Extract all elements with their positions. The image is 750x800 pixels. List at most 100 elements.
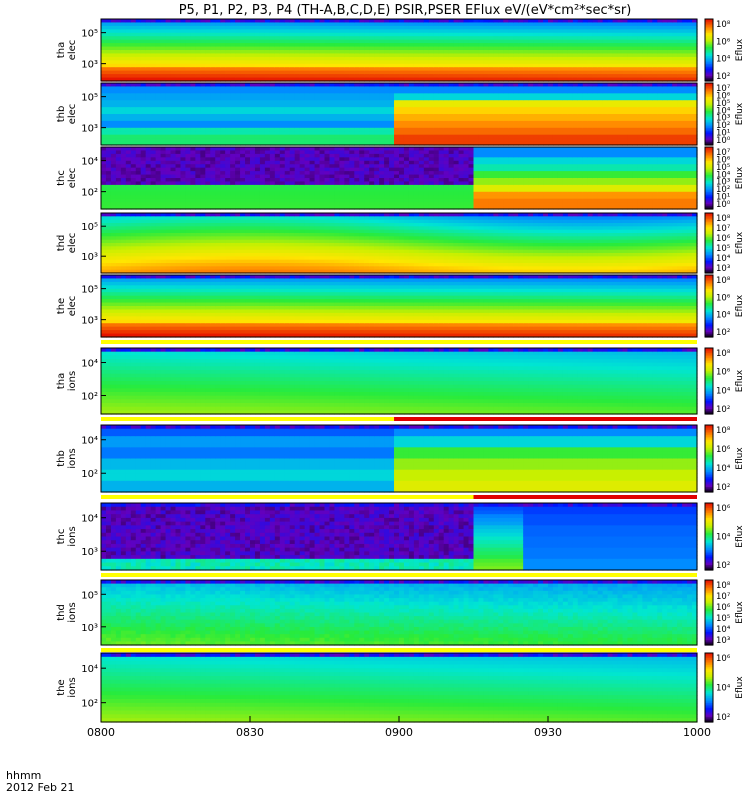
heatmap-cell bbox=[642, 117, 648, 122]
heatmap-cell bbox=[423, 107, 430, 112]
heatmap-cell bbox=[240, 134, 246, 139]
heatmap-cell bbox=[408, 74, 415, 79]
heatmap-cell bbox=[284, 131, 291, 136]
heatmap-cell bbox=[215, 134, 221, 139]
heatmap-cell bbox=[120, 67, 127, 72]
heatmap-cell bbox=[259, 77, 266, 82]
heatmap-cell bbox=[160, 167, 167, 172]
heatmap-cell bbox=[180, 124, 187, 129]
heatmap-cell bbox=[339, 114, 345, 119]
heatmap-cell bbox=[245, 103, 251, 108]
heatmap-cell bbox=[617, 25, 624, 30]
heatmap-cell bbox=[493, 32, 499, 37]
heatmap-cell bbox=[508, 19, 514, 24]
heatmap-cell bbox=[602, 19, 609, 24]
heatmap-cell bbox=[577, 74, 584, 79]
heatmap-cell bbox=[309, 32, 316, 37]
heatmap-cell bbox=[235, 138, 241, 143]
heatmap-cell bbox=[488, 50, 494, 55]
heatmap-cell bbox=[170, 39, 177, 44]
heatmap-cell bbox=[453, 36, 460, 41]
colorbar-segment bbox=[705, 46, 713, 50]
heatmap-cell bbox=[607, 53, 614, 58]
heatmap-cell bbox=[334, 56, 340, 61]
heatmap-cell bbox=[130, 83, 137, 88]
heatmap-cell bbox=[319, 131, 326, 136]
heatmap-cell bbox=[488, 19, 494, 24]
heatmap-cell bbox=[105, 89, 112, 94]
heatmap-cell bbox=[533, 103, 539, 108]
heatmap-cell bbox=[652, 89, 658, 94]
heatmap-cell bbox=[289, 50, 296, 55]
heatmap-cell bbox=[548, 39, 554, 44]
heatmap-cell bbox=[662, 70, 668, 75]
heatmap-cell bbox=[413, 60, 420, 65]
heatmap-cell bbox=[289, 134, 296, 139]
heatmap-cell bbox=[533, 46, 539, 51]
heatmap-cell bbox=[607, 107, 614, 112]
heatmap-cell bbox=[101, 39, 107, 44]
heatmap-cell bbox=[245, 89, 251, 94]
heatmap-cell bbox=[240, 120, 246, 125]
heatmap-cell bbox=[473, 89, 480, 94]
heatmap-cell bbox=[105, 96, 112, 101]
heatmap-cell bbox=[384, 86, 390, 91]
heatmap-cell bbox=[344, 96, 350, 101]
heatmap-cell bbox=[572, 19, 579, 24]
heatmap-cell bbox=[140, 107, 147, 112]
heatmap-cell bbox=[274, 93, 281, 98]
heatmap-cell bbox=[508, 110, 514, 115]
heatmap-cell bbox=[642, 114, 648, 119]
heatmap-cell bbox=[304, 60, 311, 65]
heatmap-cell bbox=[543, 138, 549, 143]
heatmap-cell bbox=[269, 50, 276, 55]
heatmap-cell bbox=[627, 124, 634, 129]
heatmap-cell bbox=[205, 188, 211, 193]
heatmap-cell bbox=[220, 171, 226, 176]
heatmap-cell bbox=[210, 56, 216, 61]
heatmap-cell bbox=[652, 70, 658, 75]
heatmap-cell bbox=[259, 117, 266, 122]
heatmap-cell bbox=[115, 32, 122, 37]
heatmap-cell bbox=[190, 22, 196, 27]
heatmap-cell bbox=[185, 198, 191, 203]
heatmap-cell bbox=[155, 53, 162, 58]
heatmap-cell bbox=[135, 191, 142, 196]
heatmap-cell bbox=[344, 56, 350, 61]
heatmap-cell bbox=[662, 19, 668, 24]
heatmap-cell bbox=[140, 96, 147, 101]
heatmap-cell bbox=[215, 164, 221, 169]
heatmap-cell bbox=[190, 174, 196, 179]
heatmap-cell bbox=[190, 77, 196, 82]
heatmap-cell bbox=[235, 93, 241, 98]
heatmap-cell bbox=[597, 89, 604, 94]
heatmap-cell bbox=[687, 131, 693, 136]
heatmap-cell bbox=[165, 188, 172, 193]
heatmap-cell bbox=[413, 22, 420, 27]
heatmap-cell bbox=[329, 53, 336, 58]
heatmap-cell bbox=[250, 70, 256, 75]
heatmap-cell bbox=[692, 107, 698, 112]
heatmap-cell bbox=[110, 117, 117, 122]
heatmap-cell bbox=[538, 117, 544, 122]
heatmap-cell bbox=[677, 110, 683, 115]
heatmap-cell bbox=[468, 120, 475, 125]
heatmap-cell bbox=[140, 205, 147, 210]
heatmap-cell bbox=[508, 70, 514, 75]
heatmap-cell bbox=[225, 117, 231, 122]
heatmap-cell bbox=[667, 67, 673, 72]
heatmap-cell bbox=[205, 93, 211, 98]
heatmap-cell bbox=[682, 124, 688, 129]
heatmap-cell bbox=[135, 77, 142, 82]
heatmap-cell bbox=[225, 164, 231, 169]
heatmap-cell bbox=[448, 46, 455, 51]
heatmap-cell bbox=[677, 120, 683, 125]
heatmap-cell bbox=[548, 19, 554, 24]
heatmap-cell bbox=[433, 46, 440, 51]
heatmap-cell bbox=[284, 25, 291, 30]
heatmap-cell bbox=[597, 32, 604, 37]
heatmap-cell bbox=[493, 56, 499, 61]
heatmap-cell bbox=[329, 63, 336, 68]
heatmap-cell bbox=[220, 120, 226, 125]
heatmap-cell bbox=[662, 43, 668, 48]
